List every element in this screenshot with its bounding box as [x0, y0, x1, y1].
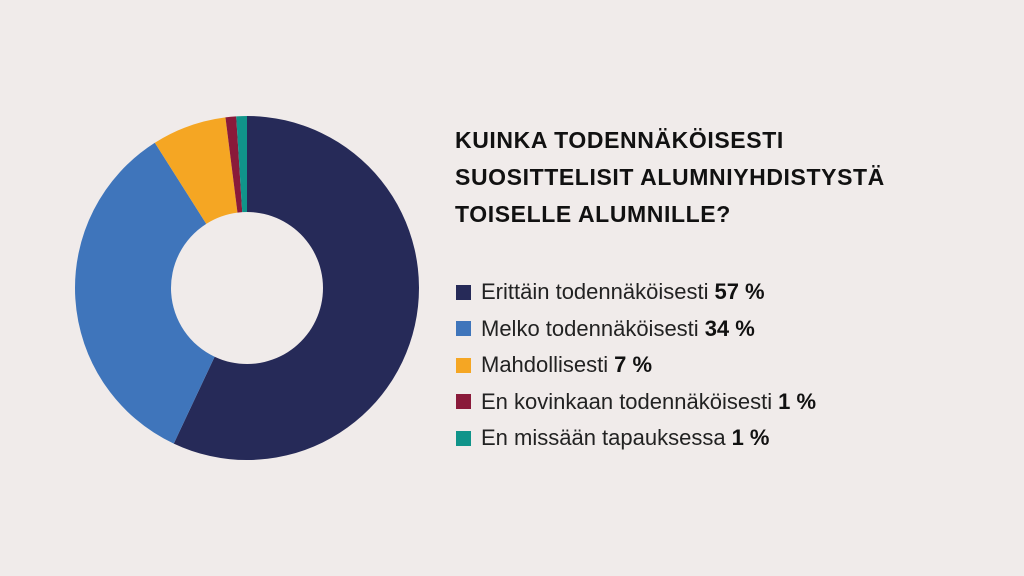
legend-value: 57 % [714, 279, 765, 305]
legend-value: 34 % [704, 315, 755, 341]
chart-title-line-2: SUOSITTELISIT ALUMNIYHDISTYSTÄ [455, 164, 885, 190]
donut-chart [74, 116, 420, 460]
legend-value: 1 % [731, 425, 770, 451]
legend-item-melko: Melko todennäköisesti 34 % [456, 311, 996, 348]
legend-label: Erittäin todennäköisesti [481, 279, 709, 305]
legend-item-en-missaan: En missään tapauksessa 1 % [456, 420, 996, 457]
legend-value: 7 % [614, 352, 653, 378]
legend-label: Mahdollisesti [481, 352, 609, 378]
legend-swatch [456, 430, 471, 446]
donut-slice-melko [74, 142, 215, 444]
chart-title-line-3: TOISELLE ALUMNILLE? [455, 201, 731, 227]
legend-item-erittain: Erittäin todennäköisesti 57 % [456, 274, 996, 311]
legend-swatch [456, 394, 471, 410]
legend-label: En missään tapauksessa [481, 425, 726, 451]
chart-title-line-1: KUINKA TODENNÄKÖISESTI [455, 127, 784, 153]
legend-swatch [456, 357, 471, 373]
chart-legend: Erittäin todennäköisesti 57 % Melko tode… [456, 274, 996, 457]
donut-slice-en-missaan [236, 116, 247, 213]
legend-value: 1 % [778, 388, 817, 414]
legend-swatch [456, 321, 471, 337]
legend-item-mahdollisesti: Mahdollisesti 7 % [456, 347, 996, 384]
legend-swatch [456, 284, 471, 300]
donut-slice-mahdollisesti [154, 117, 238, 224]
donut-slice-en-kovinkaan [225, 116, 243, 213]
chart-title: KUINKA TODENNÄKÖISESTI SUOSITTELISIT ALU… [455, 122, 995, 233]
legend-item-en-kovinkaan: En kovinkaan todennäköisesti 1 % [456, 384, 996, 421]
legend-label: Melko todennäköisesti [481, 315, 699, 341]
donut-slice-erittain [173, 116, 420, 460]
legend-label: En kovinkaan todennäköisesti [481, 388, 773, 414]
